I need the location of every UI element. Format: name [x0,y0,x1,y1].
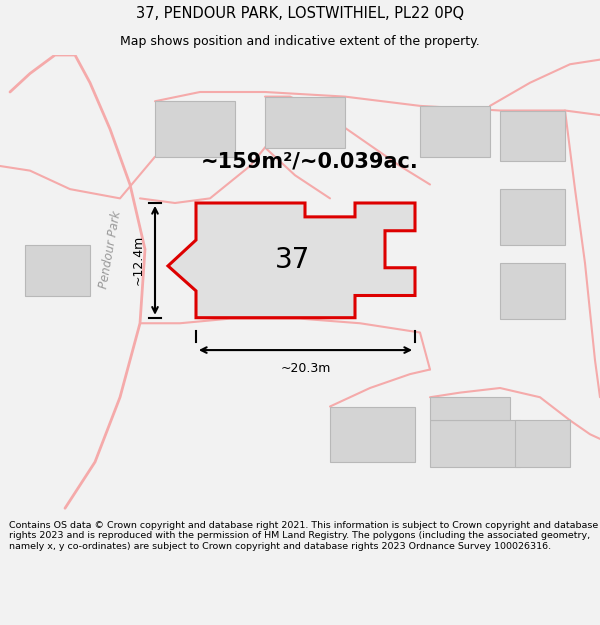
Polygon shape [330,406,415,462]
Text: Map shows position and indicative extent of the property.: Map shows position and indicative extent… [120,35,480,48]
Text: ~159m²/~0.039ac.: ~159m²/~0.039ac. [201,151,419,171]
Text: 37, PENDOUR PARK, LOSTWITHIEL, PL22 0PQ: 37, PENDOUR PARK, LOSTWITHIEL, PL22 0PQ [136,6,464,21]
Polygon shape [500,263,565,319]
Text: ~20.3m: ~20.3m [280,362,331,375]
Polygon shape [25,244,90,296]
Text: 37: 37 [275,246,311,274]
Text: Contains OS data © Crown copyright and database right 2021. This information is : Contains OS data © Crown copyright and d… [9,521,598,551]
Polygon shape [430,398,510,421]
Polygon shape [168,203,415,318]
Polygon shape [500,189,565,244]
Text: ~12.4m: ~12.4m [132,235,145,286]
Polygon shape [420,106,490,157]
Polygon shape [265,97,345,148]
Text: Pendour Park: Pendour Park [97,209,123,289]
Polygon shape [515,421,570,467]
Polygon shape [430,421,520,467]
Polygon shape [500,111,565,161]
Polygon shape [155,101,235,157]
